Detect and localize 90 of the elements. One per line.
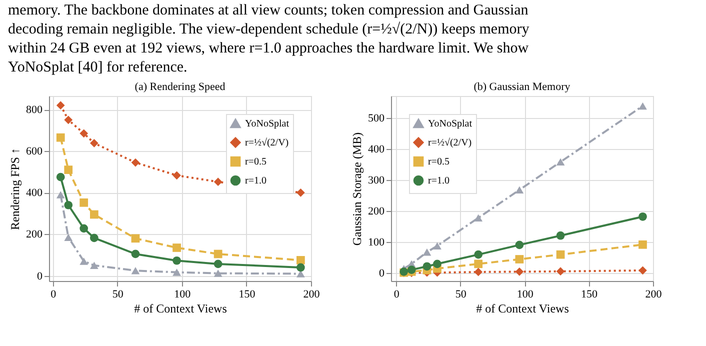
point [56, 191, 65, 198]
point [131, 234, 140, 243]
point [556, 250, 565, 259]
point [474, 250, 483, 259]
text: decoding remain negligible. The view-dependent schedule (r=½√(2/N)) keeps memory [8, 22, 530, 38]
y-tick-label: 200 [26, 228, 43, 241]
y-tick-label: 600 [26, 146, 43, 158]
legend-label: r=0.5 [428, 156, 450, 168]
y-tick-label: 0 [379, 268, 385, 280]
x-tick-label: 0 [50, 288, 57, 300]
point [556, 158, 565, 166]
point [515, 186, 524, 194]
point [131, 266, 140, 274]
legend-label: r=½√(2/V) [428, 138, 472, 148]
point [80, 258, 88, 265]
text: YoNoSplat [40] for reference. [8, 60, 188, 76]
y-tick-label: 400 [26, 187, 43, 200]
point [433, 260, 442, 268]
point [296, 188, 305, 197]
x-tick-label: 50 [112, 288, 124, 300]
chart-title: (a) Rendering Speed [134, 81, 226, 93]
x-axis-title: # of Context Views [476, 302, 570, 316]
point [90, 234, 98, 242]
x-tick-label: 200 [303, 288, 320, 300]
point [515, 255, 524, 264]
y-tick-label: 400 [368, 143, 385, 156]
point [131, 250, 140, 258]
y-tick-label: 500 [368, 112, 385, 124]
x-tick-label: 200 [645, 288, 662, 300]
y-tick-label: 100 [368, 236, 385, 249]
y-axis-title: Gaussian Storage (MB) [350, 132, 364, 246]
legend-label: YoNoSplat [428, 118, 472, 130]
legend-label: r=0.5 [245, 156, 266, 168]
point [90, 210, 98, 219]
point [131, 158, 140, 167]
x-axis-title: # of Context Views [134, 302, 228, 316]
point [172, 268, 181, 276]
point [214, 260, 222, 268]
point [64, 116, 73, 124]
x-tick-label: 100 [516, 288, 534, 300]
point [90, 139, 98, 148]
point [64, 234, 73, 241]
x-tick-label: 150 [581, 288, 598, 300]
point [474, 260, 483, 268]
point [515, 267, 524, 276]
x-tick-label: 50 [455, 288, 467, 300]
point [64, 166, 73, 174]
text: within 24 GB even at 192 views, where r=1.0 approaches the hardware limit. We show [8, 40, 529, 56]
point [172, 244, 181, 252]
point [433, 242, 442, 250]
point [56, 101, 65, 110]
y-tick-label: 800 [26, 104, 43, 116]
point [638, 266, 647, 275]
point [64, 200, 73, 210]
x-tick-label: 0 [394, 288, 400, 300]
point [474, 268, 483, 276]
point [474, 214, 483, 222]
point [556, 267, 565, 276]
x-tick-label: 100 [174, 288, 192, 300]
point [422, 262, 432, 271]
point [214, 178, 222, 186]
point [172, 256, 181, 265]
y-tick-label: 200 [368, 206, 385, 218]
point [56, 172, 65, 182]
point [172, 171, 181, 180]
chart-title: (b) Gaussian Memory [474, 81, 571, 93]
point [214, 270, 222, 277]
legend-label: YoNoSplat [245, 118, 290, 130]
point [556, 231, 565, 240]
point [80, 224, 88, 233]
point [80, 198, 88, 207]
point [80, 129, 88, 138]
point [214, 250, 222, 258]
point [296, 256, 305, 264]
x-tick-label: 150 [238, 288, 256, 300]
point [422, 248, 432, 256]
legend-label: r=½√(2/V) [245, 138, 289, 148]
text: memory. The backbone dominates at all view counts; token compression and Gaussian [8, 2, 529, 18]
legend-label: r=1.0 [245, 176, 266, 186]
point [296, 263, 305, 272]
y-tick-label: 300 [368, 174, 385, 186]
point [638, 102, 647, 110]
point [638, 212, 647, 221]
point [90, 262, 98, 270]
point [638, 240, 647, 249]
y-tick-label: 0 [37, 270, 43, 282]
legend-label: r=1.0 [428, 176, 450, 186]
point [56, 133, 65, 142]
point [515, 240, 524, 250]
y-axis-title: Rendering FPS ↑ [8, 148, 22, 230]
